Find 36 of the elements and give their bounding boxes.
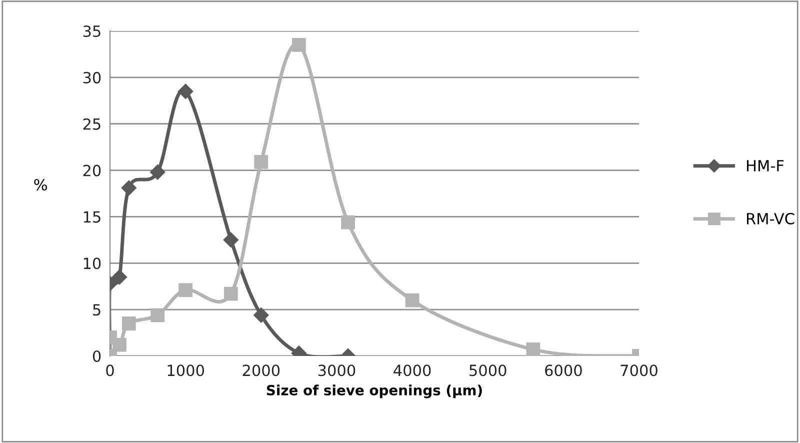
x-tick-label: 1000 [168,364,204,376]
legend-label: RM-VC [746,212,794,224]
point [224,286,238,301]
y-tick-label: 10 [84,258,101,270]
x-tick-label: 5000 [470,364,506,376]
point [178,84,194,99]
point [254,308,269,323]
point [121,180,136,196]
point [526,342,540,356]
y-tick-label: 0 [92,350,101,362]
y-tick-label: 25 [83,118,100,130]
y-tick-label: 20 [83,164,101,176]
point [150,308,165,322]
point [223,232,238,248]
x-tick-label: 0 [106,364,114,376]
x-tick-label: 4000 [394,364,431,376]
point [122,316,136,330]
x-tick-label: 7000 [620,364,658,376]
x-tick-label: 2000 [242,364,280,376]
point [405,293,420,308]
point [112,338,126,352]
point [150,164,166,180]
y-axis-title: % [34,178,47,191]
point [112,270,128,285]
y-tick-label: 15 [84,211,100,223]
x-axis-title: Size of sieve openings (µm) [266,384,482,398]
point [178,283,193,298]
point [292,38,306,52]
point [254,154,268,169]
y-tick-label: 30 [83,72,101,84]
x-tick-label: 3000 [318,364,356,376]
point [341,215,355,230]
y-tick-label: 35 [83,25,100,38]
y-tick-label: 5 [93,304,100,316]
legend-label: HM-F [746,160,784,172]
x-tick-label: 6000 [545,364,582,376]
